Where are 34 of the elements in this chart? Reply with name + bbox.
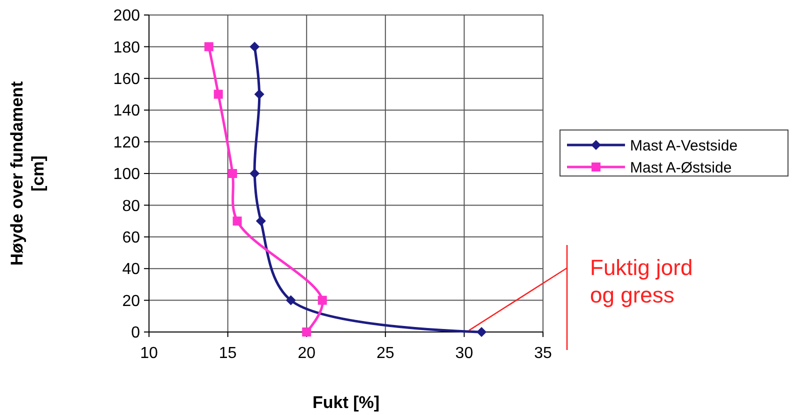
y-tick-label: 200 (113, 8, 140, 25)
y-tick-label: 120 (113, 134, 140, 152)
y-tick-label: 140 (113, 102, 140, 120)
point (302, 328, 312, 336)
y-axis-title: Høyde over fundament [cm] (7, 81, 48, 266)
y-tick-label: 60 (122, 230, 140, 246)
x-tick-label: 10 (140, 345, 158, 362)
point (476, 327, 487, 337)
point (318, 296, 327, 305)
point (250, 168, 260, 178)
point (286, 295, 296, 306)
point (254, 89, 264, 100)
x-tick-label: 20 (298, 345, 316, 362)
y-tick-label: 0 (131, 324, 140, 342)
y-tick-label: 160 (113, 71, 140, 88)
x-tick-label: 25 (376, 345, 394, 362)
point (214, 90, 223, 99)
annotation: Fuktig jord og gress (590, 255, 693, 308)
y-tick-label: 20 (122, 292, 140, 310)
x-axis-title: Fukt [%] (312, 393, 380, 412)
point (228, 169, 238, 178)
point (256, 216, 266, 226)
y-tick-label: 100 (113, 166, 140, 184)
x-tick-label: 35 (534, 345, 552, 362)
point (204, 42, 214, 52)
y-tick-label: 40 (122, 261, 140, 278)
x-tick-label: 30 (455, 345, 474, 362)
legend-label: Mast A-Østside (630, 159, 732, 176)
point (250, 42, 260, 52)
y-tick-label: 80 (122, 198, 140, 215)
y-tick-label: 180 (113, 39, 140, 56)
point (232, 216, 242, 226)
x-tick-label: 15 (218, 345, 237, 362)
legend-label: Mast A-Vestside (630, 137, 738, 154)
